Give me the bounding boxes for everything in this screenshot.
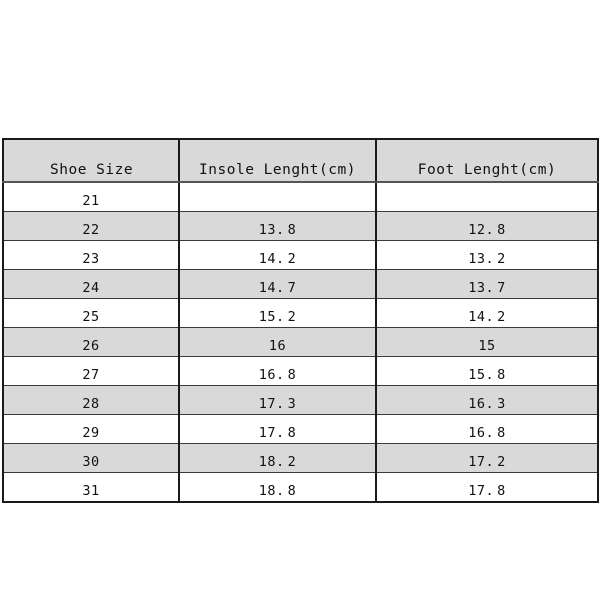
cell-shoe-size: 22 (2, 211, 179, 241)
cell-foot-length: 17.2 (375, 443, 599, 473)
cell-insole-length (178, 182, 376, 212)
cell-shoe-size: 31 (2, 472, 179, 503)
cell-insole-length: 17.3 (178, 385, 376, 415)
cell-shoe-size: 27 (2, 356, 179, 386)
table-header-row: Shoe Size Insole Lenght(cm) Foot Lenght(… (2, 138, 599, 183)
cell-insole-length: 16 (178, 327, 376, 357)
table-row: 25 15.2 14.2 (2, 298, 599, 328)
shoe-size-chart-table: Shoe Size Insole Lenght(cm) Foot Lenght(… (2, 138, 599, 503)
cell-foot-length: 13.7 (375, 269, 599, 299)
cell-insole-length: 13.8 (178, 211, 376, 241)
cell-foot-length: 15.8 (375, 356, 599, 386)
cell-foot-length: 17.8 (375, 472, 599, 503)
cell-foot-length: 14.2 (375, 298, 599, 328)
cell-shoe-size: 28 (2, 385, 179, 415)
table-row: 31 18.8 17.8 (2, 472, 599, 503)
column-header-foot-length: Foot Lenght(cm) (375, 138, 599, 183)
table-row: 29 17.8 16.8 (2, 414, 599, 444)
cell-shoe-size: 21 (2, 182, 179, 212)
cell-insole-length: 16.8 (178, 356, 376, 386)
cell-shoe-size: 25 (2, 298, 179, 328)
cell-shoe-size: 23 (2, 240, 179, 270)
shoe-size-chart-container: Shoe Size Insole Lenght(cm) Foot Lenght(… (2, 138, 599, 503)
table-row: 30 18.2 17.2 (2, 443, 599, 473)
table-row: 28 17.3 16.3 (2, 385, 599, 415)
cell-foot-length: 13.2 (375, 240, 599, 270)
cell-foot-length (375, 182, 599, 212)
table-row: 22 13.8 12.8 (2, 211, 599, 241)
table-row: 21 (2, 182, 599, 212)
cell-insole-length: 15.2 (178, 298, 376, 328)
cell-shoe-size: 29 (2, 414, 179, 444)
cell-insole-length: 17.8 (178, 414, 376, 444)
table-row: 27 16.8 15.8 (2, 356, 599, 386)
table-body: 21 22 13.8 12.8 23 14.2 13.2 24 14.7 13.7 25 15.2 14… (2, 182, 599, 503)
column-header-insole-length: Insole Lenght(cm) (178, 138, 376, 183)
cell-insole-length: 18.8 (178, 472, 376, 503)
cell-foot-length: 12.8 (375, 211, 599, 241)
table-header: Shoe Size Insole Lenght(cm) Foot Lenght(… (2, 138, 599, 183)
cell-insole-length: 14.2 (178, 240, 376, 270)
table-row: 23 14.2 13.2 (2, 240, 599, 270)
table-row: 26 16 15 (2, 327, 599, 357)
cell-foot-length: 16.3 (375, 385, 599, 415)
cell-foot-length: 16.8 (375, 414, 599, 444)
cell-insole-length: 14.7 (178, 269, 376, 299)
cell-shoe-size: 26 (2, 327, 179, 357)
cell-insole-length: 18.2 (178, 443, 376, 473)
table-row: 24 14.7 13.7 (2, 269, 599, 299)
column-header-shoe-size: Shoe Size (2, 138, 179, 183)
cell-shoe-size: 30 (2, 443, 179, 473)
cell-foot-length: 15 (375, 327, 599, 357)
cell-shoe-size: 24 (2, 269, 179, 299)
